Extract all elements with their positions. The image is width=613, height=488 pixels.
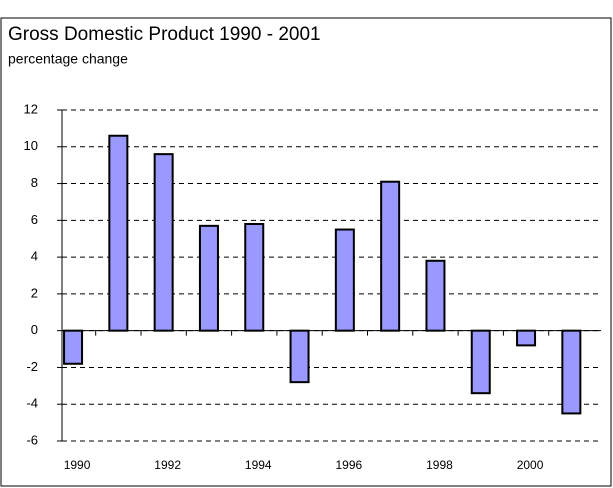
bar <box>198 224 219 332</box>
bar <box>425 259 446 332</box>
y-tick-label: 12 <box>24 101 38 116</box>
x-tick-label: 1994 <box>245 458 272 472</box>
y-tick-label: 6 <box>31 212 38 227</box>
bar <box>561 329 582 415</box>
bar <box>334 228 355 332</box>
bar <box>289 329 310 384</box>
y-tick-label: 8 <box>31 175 38 190</box>
x-tick-label: 2000 <box>517 458 544 472</box>
bar <box>153 153 174 332</box>
bar <box>516 329 537 347</box>
y-tick-label: -4 <box>26 396 38 411</box>
y-tick-label: -2 <box>26 359 38 374</box>
y-tick-label: 4 <box>31 249 38 264</box>
bar <box>108 134 129 332</box>
y-tick-label: 0 <box>31 322 38 337</box>
y-tick-label: 10 <box>24 138 38 153</box>
y-tick-label: -6 <box>26 432 38 447</box>
chart-title: Gross Domestic Product 1990 - 2001 <box>8 24 321 45</box>
x-tick-label: 1992 <box>154 458 181 472</box>
bar <box>63 329 84 365</box>
chart-subtitle: percentage change <box>8 51 128 67</box>
x-tick-label: 1998 <box>426 458 453 472</box>
x-tick-label: 1990 <box>64 458 91 472</box>
bar <box>470 329 491 395</box>
bar <box>244 223 265 332</box>
chart-frame <box>0 17 612 487</box>
bar <box>380 180 401 332</box>
y-tick-label: 2 <box>31 285 38 300</box>
x-tick-label: 1996 <box>335 458 362 472</box>
